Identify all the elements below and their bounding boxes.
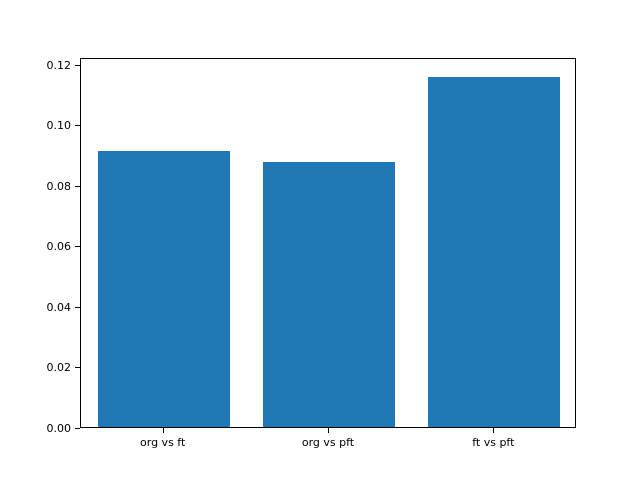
y-tick-mark bbox=[75, 306, 80, 308]
x-tick-mark bbox=[493, 428, 495, 433]
bar-org-vs-ft: 0.0915 bbox=[97, 150, 230, 427]
x-tick-label: ft vs pft bbox=[472, 436, 515, 449]
y-tick-mark bbox=[75, 125, 80, 127]
y-tick-label: 0.12 bbox=[46, 59, 72, 73]
y-tick-label: 0.06 bbox=[46, 240, 72, 254]
y-tick-label: 0.00 bbox=[46, 421, 72, 435]
y-tick-mark bbox=[75, 185, 80, 187]
y-tick-label: 0.02 bbox=[46, 361, 72, 375]
x-tick-mark bbox=[162, 428, 164, 433]
y-tick-label: 0.10 bbox=[46, 119, 72, 133]
x-tick-label: org vs ft bbox=[140, 436, 186, 449]
y-tick-label: 0.08 bbox=[46, 179, 72, 193]
y-tick-mark bbox=[75, 246, 80, 248]
plot-area: 0.09150.08780.116 bbox=[80, 58, 576, 428]
y-tick-mark bbox=[75, 65, 80, 67]
x-tick-label: org vs pft bbox=[301, 436, 355, 449]
bar-org-vs-pft: 0.0878 bbox=[262, 161, 396, 427]
bar-ft-vs-pft: 0.116 bbox=[428, 76, 561, 427]
y-tick-label: 0.04 bbox=[46, 300, 72, 314]
x-tick-mark bbox=[328, 428, 329, 433]
y-tick-mark bbox=[75, 427, 80, 429]
y-tick-mark bbox=[75, 367, 80, 369]
